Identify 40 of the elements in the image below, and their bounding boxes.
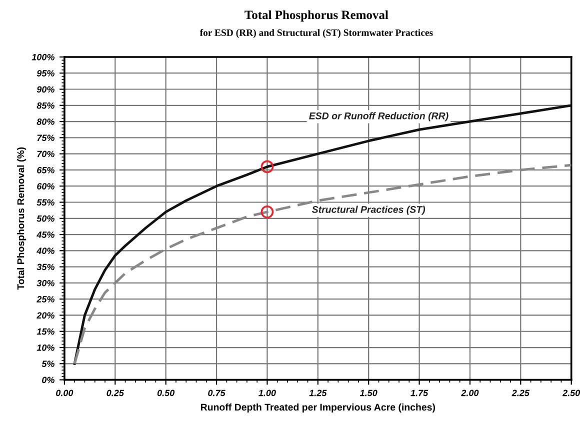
x-tick-label: 1.25 <box>309 390 327 396</box>
x-tick-label: 0.50 <box>157 390 175 396</box>
y-tick-label: 75% <box>37 134 54 142</box>
y-tick-label: 0% <box>42 376 54 384</box>
y-tick-label: 30% <box>36 280 54 286</box>
y-tick-label: 25% <box>36 296 54 302</box>
y-tick-label: 20% <box>36 312 54 319</box>
y-tick-label: 10% <box>36 344 54 351</box>
x-tick-label: 2.00 <box>461 390 479 396</box>
y-tick-label: 60% <box>37 183 54 190</box>
series-label: Structural Practices (ST) <box>312 206 426 215</box>
y-tick-label: 50% <box>36 215 54 222</box>
line-series <box>73 164 572 365</box>
chart-subtitle: for ESD (RR) and Structural (ST) Stormwater Practices <box>200 29 433 38</box>
y-tick-label: 85% <box>36 102 54 109</box>
y-tick-label: 95% <box>36 70 54 76</box>
series-label: ESD or Runoff Reduction (RR) <box>309 112 448 122</box>
chart-title: Total Phosphorus Removal <box>244 10 388 22</box>
x-tick-label: 0.75 <box>208 390 226 396</box>
y-tick-label: 100% <box>32 54 54 60</box>
x-tick-label: 0.00 <box>56 390 74 396</box>
y-tick-label: 55% <box>36 199 54 206</box>
x-tick-label: 2.25 <box>512 390 530 396</box>
y-tick-label: 90% <box>36 86 54 93</box>
x-tick-label: 0.25 <box>106 390 124 396</box>
y-tick-label: 70% <box>37 150 54 158</box>
y-tick-label: 45% <box>36 232 54 238</box>
y-tick-label: 5% <box>42 360 54 368</box>
y-axis-title: Total Phosphorus Removal (%) <box>17 147 26 290</box>
y-tick-label: 80% <box>36 118 54 125</box>
x-tick-label: 1.75 <box>410 390 428 396</box>
x-tick-label: 2.50 <box>562 390 580 396</box>
y-tick-label: 15% <box>36 328 54 335</box>
x-axis-title: Runoff Depth Treated per Impervious Acre (inches) <box>200 403 436 413</box>
y-tick-label: 35% <box>36 264 54 270</box>
y-tick-label: 65% <box>37 166 54 174</box>
y-tick-label: 40% <box>36 248 54 254</box>
x-tick-label: 1.00 <box>258 390 276 396</box>
line-series <box>73 104 572 365</box>
x-tick-label: 1.50 <box>360 390 378 396</box>
